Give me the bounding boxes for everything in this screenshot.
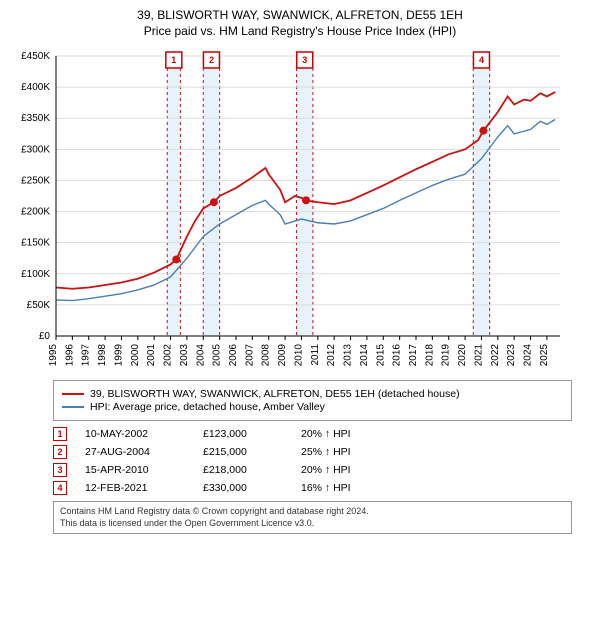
y-tick-label: £350K (21, 113, 50, 124)
y-tick-label: £50K (27, 300, 51, 311)
y-tick-label: £100K (21, 269, 50, 280)
transaction-diff: 20% ↑ HPI (301, 464, 381, 476)
transaction-diff: 20% ↑ HPI (301, 428, 381, 440)
x-tick-label: 2013 (343, 344, 354, 367)
y-tick-label: £0 (39, 331, 51, 342)
x-tick-label: 2012 (326, 344, 337, 367)
x-tick-label: 2006 (228, 344, 239, 367)
x-tick-label: 1995 (48, 344, 59, 367)
attribution-line2: This data is licensed under the Open Gov… (60, 518, 565, 530)
transactions-table: 1 10-MAY-2002 £123,000 20% ↑ HPI 2 27-AUG-200… (53, 425, 572, 497)
x-tick-label: 2004 (195, 344, 206, 367)
event-band (297, 56, 313, 336)
transaction-dot (479, 127, 487, 135)
transaction-dot (210, 198, 218, 206)
x-tick-label: 2002 (163, 344, 174, 367)
x-tick-label: 2020 (457, 344, 468, 367)
legend-label: HPI: Average price, detached house, Ambe… (90, 401, 325, 413)
y-tick-label: £250K (21, 175, 50, 186)
y-tick-label: £450K (21, 51, 50, 62)
x-tick-label: 2022 (490, 344, 501, 367)
x-tick-label: 1999 (113, 344, 124, 367)
x-tick-label: 1996 (64, 344, 75, 367)
y-tick-label: £400K (21, 82, 50, 93)
legend-swatch (62, 406, 84, 408)
transaction-date: 10-MAY-2002 (85, 428, 185, 440)
y-tick-label: £200K (21, 207, 50, 218)
title-subtitle: Price paid vs. HM Land Registry's House … (8, 24, 592, 38)
y-tick-label: £150K (21, 238, 50, 249)
legend-item: 39, BLISWORTH WAY, SWANWICK, ALFRETON, D… (62, 388, 563, 400)
event-marker-number: 1 (171, 55, 176, 65)
title-address: 39, BLISWORTH WAY, SWANWICK, ALFRETON, D… (8, 8, 592, 22)
x-tick-label: 2023 (506, 344, 517, 367)
x-tick-label: 2010 (293, 344, 304, 367)
x-tick-label: 2014 (359, 344, 370, 367)
transaction-date: 12-FEB-2021 (85, 482, 185, 494)
transaction-price: £123,000 (203, 428, 283, 440)
event-marker-number: 3 (302, 55, 307, 65)
transaction-date: 27-AUG-2004 (85, 446, 185, 458)
transaction-price: £330,000 (203, 482, 283, 494)
x-tick-label: 2015 (375, 344, 386, 367)
x-tick-label: 2009 (277, 344, 288, 367)
x-tick-label: 1998 (97, 344, 108, 367)
x-tick-label: 2000 (130, 344, 141, 367)
transaction-diff: 25% ↑ HPI (301, 446, 381, 458)
x-tick-label: 1997 (81, 344, 92, 367)
x-tick-label: 2019 (441, 344, 452, 367)
transaction-marker: 2 (53, 445, 67, 459)
legend: 39, BLISWORTH WAY, SWANWICK, ALFRETON, D… (53, 380, 572, 421)
transaction-dot (172, 255, 180, 263)
transaction-dot (302, 196, 310, 204)
event-band (167, 56, 180, 336)
x-tick-label: 2005 (212, 344, 223, 367)
x-tick-label: 2001 (146, 344, 157, 367)
legend-swatch (62, 393, 84, 395)
price-chart: £0 £50K £100K £150K £200K £250K £300K £350K £400… (8, 44, 568, 374)
event-band (203, 56, 219, 336)
x-tick-label: 2011 (310, 344, 321, 366)
legend-label: 39, BLISWORTH WAY, SWANWICK, ALFRETON, D… (90, 388, 460, 400)
x-tick-label: 2018 (424, 344, 435, 367)
x-tick-label: 2003 (179, 344, 190, 367)
transaction-row: 4 12-FEB-2021 £330,000 16% ↑ HPI (53, 479, 572, 497)
attribution: Contains HM Land Registry data © Crown c… (53, 501, 572, 534)
attribution-line1: Contains HM Land Registry data © Crown c… (60, 506, 565, 518)
y-tick-label: £300K (21, 144, 50, 155)
x-tick-label: 2024 (523, 344, 534, 367)
x-tick-label: 2017 (408, 344, 419, 367)
x-tick-label: 2008 (261, 344, 272, 367)
x-tick-label: 2021 (473, 344, 484, 367)
event-band (473, 56, 489, 336)
event-marker-number: 2 (209, 55, 214, 65)
x-tick-label: 2007 (244, 344, 255, 367)
transaction-price: £215,000 (203, 446, 283, 458)
legend-item: HPI: Average price, detached house, Ambe… (62, 401, 563, 413)
transaction-row: 2 27-AUG-2004 £215,000 25% ↑ HPI (53, 443, 572, 461)
transaction-diff: 16% ↑ HPI (301, 482, 381, 494)
chart-container: £0 £50K £100K £150K £200K £250K £300K £350K £400… (8, 44, 592, 374)
event-marker-number: 4 (479, 55, 484, 65)
transaction-row: 3 15-APR-2010 £218,000 20% ↑ HPI (53, 461, 572, 479)
chart-title-block: 39, BLISWORTH WAY, SWANWICK, ALFRETON, D… (8, 8, 592, 38)
transaction-row: 1 10-MAY-2002 £123,000 20% ↑ HPI (53, 425, 572, 443)
transaction-marker: 3 (53, 463, 67, 477)
transaction-marker: 4 (53, 481, 67, 495)
transaction-price: £218,000 (203, 464, 283, 476)
transaction-date: 15-APR-2010 (85, 464, 185, 476)
x-tick-label: 2016 (392, 344, 403, 367)
x-tick-label: 2025 (539, 344, 550, 367)
transaction-marker: 1 (53, 427, 67, 441)
